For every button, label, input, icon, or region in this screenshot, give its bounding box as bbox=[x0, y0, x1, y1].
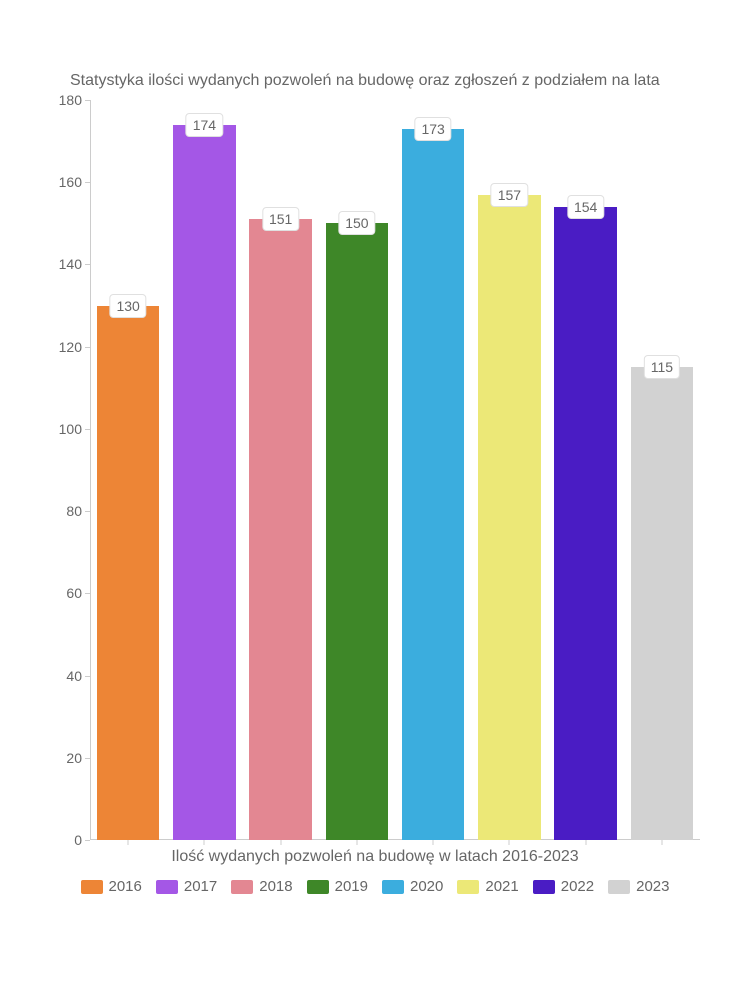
x-tick-mark bbox=[509, 840, 510, 845]
legend-label: 2016 bbox=[109, 878, 142, 895]
y-tick-label: 180 bbox=[59, 92, 82, 108]
legend-item: 2019 bbox=[307, 878, 368, 895]
chart-plot-area: 020406080100120140160180 130174151150173… bbox=[90, 100, 700, 840]
x-tick-mark bbox=[585, 840, 586, 845]
legend-label: 2020 bbox=[410, 878, 443, 895]
legend-swatch bbox=[608, 880, 630, 894]
legend-swatch bbox=[457, 880, 479, 894]
bar bbox=[326, 223, 389, 840]
y-tick-mark bbox=[85, 840, 90, 841]
x-tick-mark bbox=[204, 840, 205, 845]
y-tick-label: 80 bbox=[66, 503, 82, 519]
bar bbox=[478, 195, 541, 840]
legend-item: 2022 bbox=[533, 878, 594, 895]
x-tick-mark bbox=[128, 840, 129, 845]
legend-swatch bbox=[533, 880, 555, 894]
y-tick-mark bbox=[85, 429, 90, 430]
legend-item: 2018 bbox=[231, 878, 292, 895]
legend-item: 2023 bbox=[608, 878, 669, 895]
y-tick-label: 20 bbox=[66, 750, 82, 766]
legend-label: 2019 bbox=[335, 878, 368, 895]
bar-value-label: 150 bbox=[338, 211, 375, 235]
y-tick-mark bbox=[85, 676, 90, 677]
y-tick-mark bbox=[85, 182, 90, 183]
y-tick-mark bbox=[85, 511, 90, 512]
y-tick-label: 100 bbox=[59, 421, 82, 437]
bar-value-label: 157 bbox=[491, 183, 528, 207]
y-tick-label: 40 bbox=[66, 668, 82, 684]
y-tick-label: 140 bbox=[59, 256, 82, 272]
bar-value-label: 154 bbox=[567, 195, 604, 219]
bar-value-label: 130 bbox=[109, 294, 146, 318]
bar bbox=[97, 306, 160, 840]
y-tick-mark bbox=[85, 758, 90, 759]
legend-label: 2023 bbox=[636, 878, 669, 895]
x-tick-mark bbox=[356, 840, 357, 845]
legend-swatch bbox=[81, 880, 103, 894]
y-tick-label: 160 bbox=[59, 174, 82, 190]
legend-label: 2017 bbox=[184, 878, 217, 895]
y-tick-label: 0 bbox=[74, 832, 82, 848]
legend-swatch bbox=[156, 880, 178, 894]
legend-swatch bbox=[307, 880, 329, 894]
legend-label: 2022 bbox=[561, 878, 594, 895]
x-tick-mark bbox=[433, 840, 434, 845]
y-axis: 020406080100120140160180 bbox=[40, 100, 90, 840]
legend-item: 2016 bbox=[81, 878, 142, 895]
bar bbox=[554, 207, 617, 840]
bar-value-label: 173 bbox=[414, 117, 451, 141]
legend: 2016 2017 2018 2019 2020 2021 2022 2023 bbox=[0, 878, 750, 895]
legend-swatch bbox=[231, 880, 253, 894]
y-tick-mark bbox=[85, 593, 90, 594]
y-tick-label: 120 bbox=[59, 339, 82, 355]
y-tick-mark bbox=[85, 347, 90, 348]
plot: 130 174 151 150 173 157 154 115 bbox=[90, 100, 700, 840]
x-tick-mark bbox=[661, 840, 662, 845]
x-axis-label: Ilość wydanych pozwoleń na budowę w lata… bbox=[0, 848, 750, 866]
chart-title: Statystyka ilości wydanych pozwoleń na b… bbox=[70, 72, 660, 90]
bar-value-label: 151 bbox=[262, 207, 299, 231]
y-tick-label: 60 bbox=[66, 585, 82, 601]
bar bbox=[402, 129, 465, 840]
y-tick-mark bbox=[85, 264, 90, 265]
legend-item: 2017 bbox=[156, 878, 217, 895]
x-tick-mark bbox=[280, 840, 281, 845]
legend-swatch bbox=[382, 880, 404, 894]
bar bbox=[249, 219, 312, 840]
y-axis-line bbox=[90, 100, 91, 840]
bar-value-label: 115 bbox=[644, 355, 680, 379]
bar bbox=[173, 125, 236, 840]
legend-label: 2021 bbox=[485, 878, 518, 895]
bar bbox=[631, 367, 694, 840]
y-tick-mark bbox=[85, 100, 90, 101]
legend-label: 2018 bbox=[259, 878, 292, 895]
legend-item: 2021 bbox=[457, 878, 518, 895]
bar-value-label: 174 bbox=[186, 113, 223, 137]
legend-item: 2020 bbox=[382, 878, 443, 895]
